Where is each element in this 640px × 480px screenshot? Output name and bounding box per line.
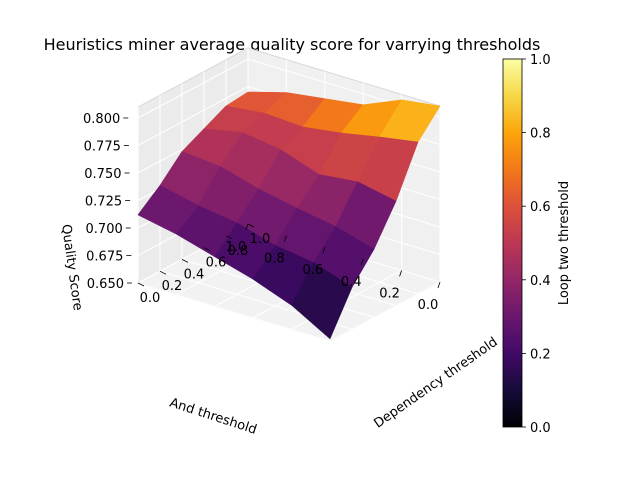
z-tick-label: 0.800: [83, 112, 120, 127]
y-tick-mark: [437, 281, 441, 289]
colorbar-tick-label: 1.0: [530, 53, 551, 68]
x-tick-mark: [137, 282, 145, 287]
z-tick-label: 0.725: [85, 195, 122, 210]
z-axis-label: Quality Score: [58, 223, 85, 311]
y-tick-mark: [284, 235, 287, 242]
surface-facet-0-0: [291, 262, 353, 340]
colorbar: [502, 58, 523, 428]
y-tick-mark: [245, 223, 249, 231]
y-tick-mark: [360, 258, 364, 265]
x-tick-label: 0.0: [140, 291, 161, 306]
z-tick-label: 0.700: [86, 222, 123, 237]
colorbar-tick-label: 0.8: [530, 127, 551, 142]
z-tick-label: 0.750: [84, 167, 121, 182]
y-tick-label: 0.6: [302, 263, 323, 278]
x-tick-mark: [203, 247, 211, 251]
x-tick-mark: [247, 223, 255, 228]
x-axis-label: Dependency threshold: [371, 335, 500, 432]
y-tick-label: 1.0: [226, 240, 247, 255]
colorbar-tick-label: 0.4: [530, 274, 551, 289]
chart-title: Heuristics miner average quality score f…: [44, 35, 541, 54]
surface: [137, 91, 441, 340]
y-tick-label: 0.8: [264, 252, 285, 267]
y-tick-mark: [322, 247, 326, 254]
x-tick-label: 0.6: [206, 256, 227, 271]
x-tick-label: 1.0: [250, 232, 271, 247]
y-tick-mark: [399, 270, 402, 277]
y-tick-label: 0.4: [341, 275, 362, 290]
y-tick-label: 0.2: [379, 286, 400, 301]
colorbar-tick-label: 0.2: [530, 347, 551, 362]
z-tick-label: 0.650: [87, 277, 124, 292]
x-tick-label: 0.8: [228, 244, 249, 259]
colorbar-ticks: 0.0 0.2 0.4 0.6 0.8 1.0: [522, 53, 551, 436]
colorbar-tick-label: 0.0: [530, 421, 551, 436]
y-tick-label: 0.0: [418, 298, 439, 313]
axis-ticks: 0.00.20.40.60.81.00.00.20.40.60.81.00.65…: [83, 112, 441, 313]
z-tick-label: 0.775: [84, 140, 121, 155]
z-tick-label: 0.675: [86, 250, 123, 265]
x-tick-mark: [159, 270, 167, 275]
x-tick-mark: [181, 259, 189, 263]
y-axis-label: And threshold: [168, 396, 259, 438]
x-tick-mark: [225, 235, 233, 240]
x-tick-label: 0.4: [184, 267, 205, 282]
colorbar-label: Loop two threshold: [557, 181, 572, 305]
colorbar-tick-label: 0.6: [530, 200, 551, 215]
grid-line-z-6: [137, 58, 441, 119]
x-tick-label: 0.2: [162, 279, 183, 294]
